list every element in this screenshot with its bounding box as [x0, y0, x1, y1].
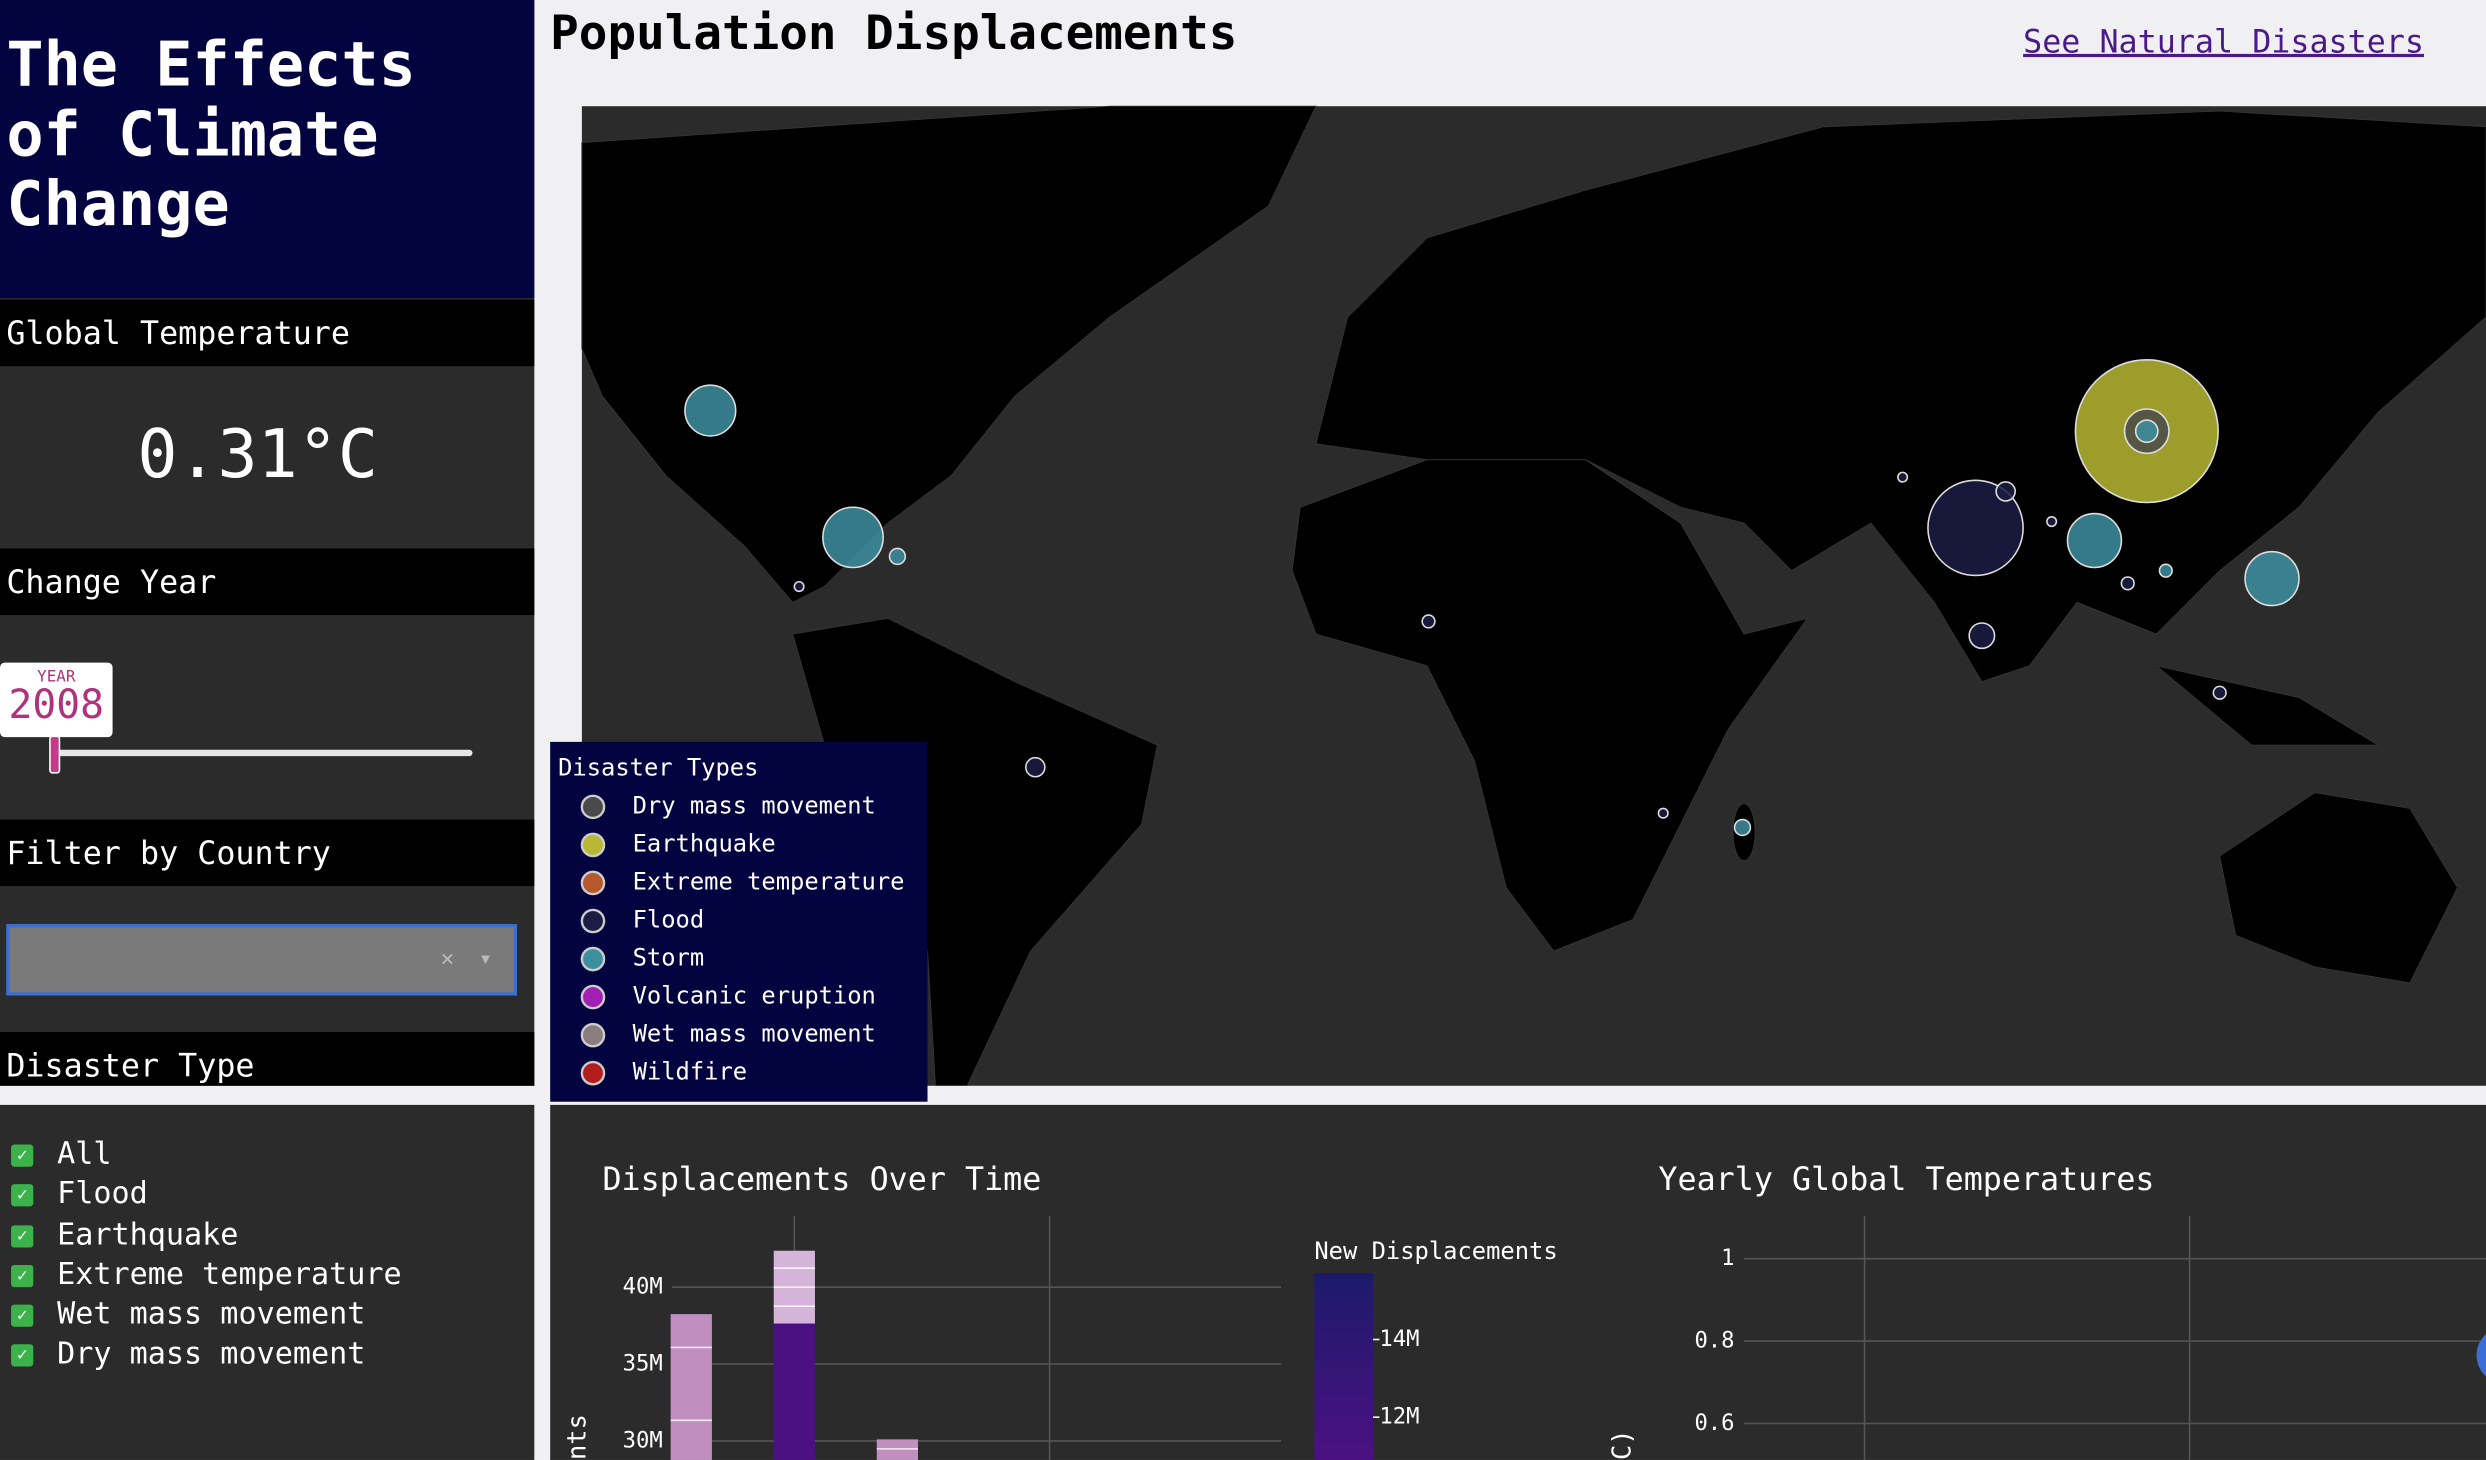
map-bubble — [1421, 614, 1436, 629]
checkbox-label: Extreme temperature — [57, 1256, 402, 1292]
legend-swatch — [580, 794, 606, 820]
axis-title: nts — [562, 1414, 592, 1460]
legend-swatch — [580, 984, 606, 1010]
slider-handle[interactable] — [49, 735, 61, 774]
y-tick-label: 0.8 — [1694, 1328, 1734, 1354]
app-title: The Effects of Climate Change — [6, 30, 416, 241]
map-bubble — [793, 580, 805, 593]
temperature-point — [2476, 1334, 2486, 1377]
checkbox: ✓ — [11, 1264, 34, 1288]
bars — [670, 1250, 919, 1460]
legend-label: Dry mass movement — [633, 791, 876, 819]
page-title: Population Displacements — [550, 6, 1238, 62]
checkbox: ✓ — [11, 1184, 34, 1207]
legend-title: Disaster Types — [558, 753, 758, 781]
chart-title: Yearly Global Temperatures — [1658, 1162, 2154, 1198]
chart-panel — [550, 1104, 2486, 1460]
y-tick-label: 35M — [623, 1351, 663, 1377]
checkbox-label: All — [57, 1136, 112, 1172]
checkbox-list: ✓ All ✓ Flood ✓ Earthquake ✓ Extreme temperatur… — [0, 1135, 507, 1376]
checkbox-option[interactable]: ✓ Earthquake — [0, 1215, 507, 1255]
checkbox-option[interactable]: ✓ Flood — [0, 1175, 507, 1215]
ticks: 40M 35M 30M 14M 12M 1 0.8 0.6 — [623, 1245, 2486, 1453]
legend: Dry mass movement Earthquake Extreme tempe… — [580, 791, 905, 1086]
colorbar-tick-label: 14M — [1379, 1326, 1419, 1352]
legend-label: Extreme temperature — [633, 867, 905, 895]
map-bubble — [1897, 471, 1909, 483]
axis-title: C) — [1607, 1429, 1637, 1460]
checkbox: ✓ — [11, 1345, 34, 1368]
y-tick-label: 1 — [1721, 1245, 1734, 1271]
chart-title: Displacements Over Time — [602, 1162, 1041, 1198]
map-bubble — [888, 547, 907, 566]
map-bubble — [2120, 576, 2135, 591]
map-bubble — [822, 506, 884, 569]
year-value: 2008 — [8, 681, 105, 728]
section-heading: Filter by Country — [0, 819, 535, 887]
map-bubble — [2134, 419, 2159, 444]
checkbox: ✓ — [11, 1304, 34, 1328]
checkbox-label: Wet mass movement — [57, 1296, 366, 1332]
legend-label: Earthquake — [633, 829, 776, 857]
legend-label: Wildfire — [633, 1058, 747, 1086]
map-bubble — [2244, 550, 2300, 607]
map-bubble — [1657, 807, 1669, 819]
legend-swatch — [580, 1022, 606, 1048]
checkbox-option[interactable]: ✓ Wet mass movement — [0, 1295, 507, 1335]
section-heading: Global Temperature — [0, 299, 535, 367]
legend-label: Flood — [633, 906, 705, 934]
legend-label: Volcanic eruption — [633, 982, 876, 1010]
checkbox: ✓ — [11, 1144, 34, 1167]
map-bubble — [684, 384, 737, 437]
colorbar-tick-label: 12M — [1379, 1404, 1419, 1430]
checkbox-option[interactable]: ✓ Extreme temperature — [0, 1255, 507, 1295]
map-bubble — [2066, 512, 2123, 569]
y-tick-label: 40M — [623, 1274, 663, 1300]
map-bubble — [1968, 622, 1996, 650]
map-bubbles — [684, 359, 2300, 837]
divider — [0, 1085, 2486, 1105]
map-bubble — [2158, 563, 2173, 578]
y-tick-label: 30M — [623, 1427, 663, 1453]
legend-label: Storm — [633, 944, 705, 972]
legend-swatch — [580, 832, 606, 858]
map-bubble — [2212, 685, 2227, 700]
legend-swatch — [580, 908, 606, 934]
checkbox: ✓ — [11, 1224, 34, 1247]
temperature-value: 0.31°C — [137, 415, 378, 493]
legend-label: Wet mass movement — [633, 1020, 876, 1048]
checkbox-option[interactable]: ✓ Dry mass movement — [0, 1336, 507, 1376]
section-heading: Change Year — [0, 548, 535, 616]
year-tooltip: YEAR 2008 — [0, 662, 113, 738]
map-land — [581, 105, 2486, 1087]
y-tick-label: 0.6 — [1694, 1410, 1734, 1436]
legend-swatch — [580, 1060, 606, 1086]
slider-track[interactable] — [53, 749, 473, 757]
legend-swatch — [580, 870, 606, 896]
colorbar — [1314, 1272, 1374, 1460]
checkbox-option[interactable]: ✓ All — [0, 1135, 507, 1175]
checkbox-label: Flood — [57, 1176, 148, 1212]
legend-box — [550, 741, 928, 1102]
checkbox-label: Earthquake — [57, 1216, 239, 1252]
country-dropdown[interactable]: ✕ ▾ — [6, 924, 517, 996]
colorbar-title: New Displacements — [1314, 1237, 1557, 1265]
map-bubble — [1025, 756, 1046, 778]
checkbox-label: Dry mass movement — [57, 1337, 366, 1372]
map-bubble — [2046, 515, 2058, 528]
map-bubble — [1927, 479, 2024, 577]
map-bubble — [1733, 818, 1752, 837]
nav-link[interactable]: See Natural Disasters — [2023, 22, 2425, 61]
map-bubble — [1995, 481, 2016, 502]
legend-swatch — [580, 946, 606, 972]
year-label: YEAR — [37, 668, 76, 687]
title-block: The Effects of Climate Change — [0, 0, 535, 299]
